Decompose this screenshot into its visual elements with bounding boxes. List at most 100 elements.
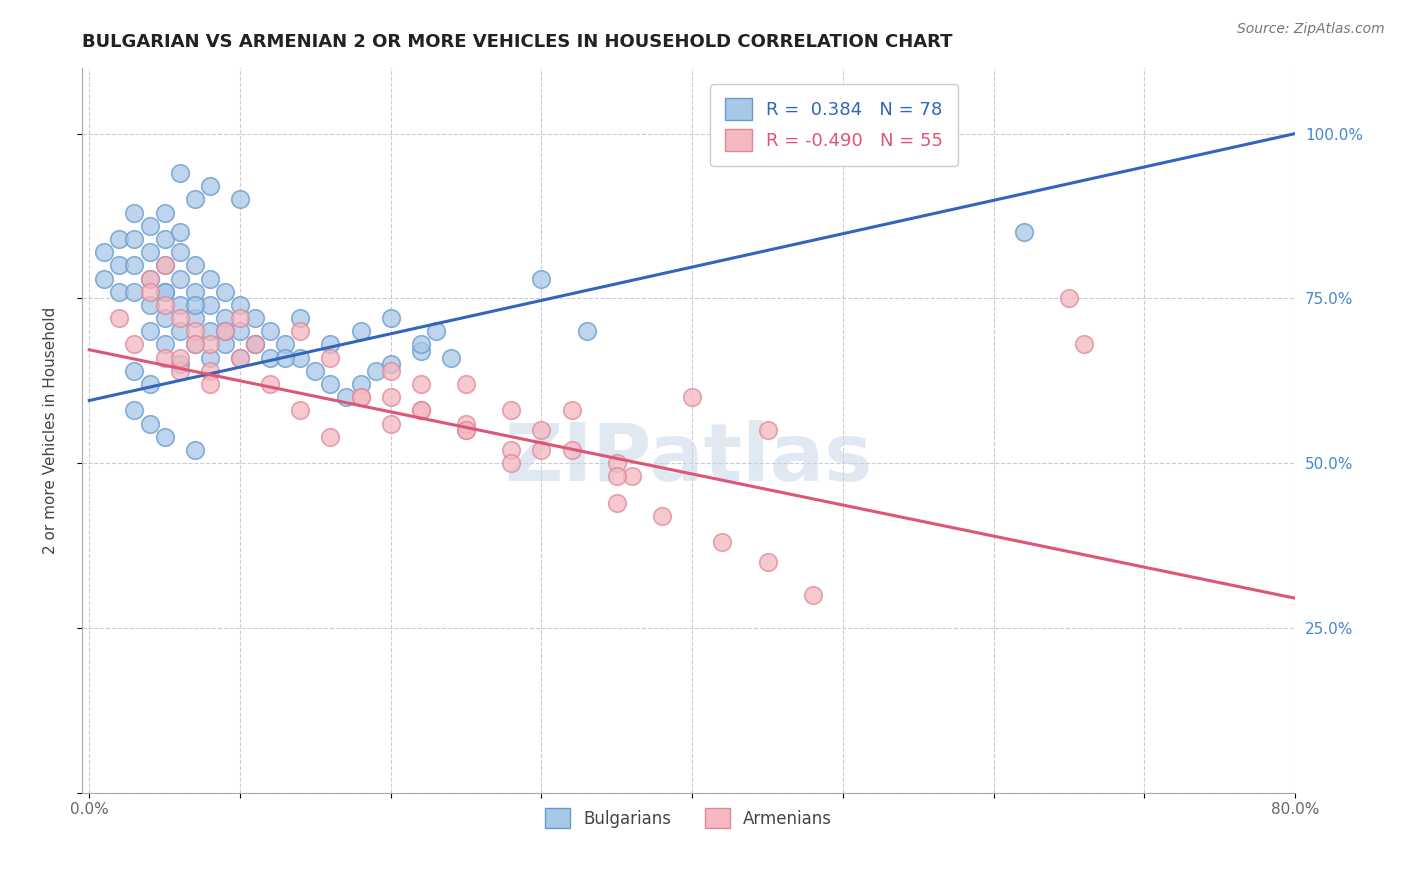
Point: [501, 456, 523, 470]
Point: [425, 324, 447, 338]
Point: [651, 508, 673, 523]
Point: [349, 377, 371, 392]
Point: [169, 311, 191, 326]
Point: [153, 285, 176, 299]
Point: [501, 442, 523, 457]
Point: [409, 377, 432, 392]
Point: [229, 193, 252, 207]
Point: [184, 324, 207, 338]
Point: [138, 285, 160, 299]
Text: Source: ZipAtlas.com: Source: ZipAtlas.com: [1237, 22, 1385, 37]
Point: [138, 417, 160, 431]
Point: [243, 337, 266, 351]
Point: [409, 337, 432, 351]
Point: [1073, 337, 1095, 351]
Point: [169, 298, 191, 312]
Point: [801, 588, 824, 602]
Point: [440, 351, 463, 365]
Point: [124, 205, 146, 219]
Point: [1012, 226, 1035, 240]
Point: [380, 311, 402, 326]
Point: [243, 337, 266, 351]
Point: [153, 351, 176, 365]
Point: [184, 337, 207, 351]
Text: ZIPatlas: ZIPatlas: [505, 420, 873, 498]
Point: [138, 377, 160, 392]
Point: [229, 351, 252, 365]
Point: [153, 232, 176, 246]
Point: [153, 311, 176, 326]
Point: [243, 337, 266, 351]
Point: [349, 324, 371, 338]
Point: [274, 351, 297, 365]
Point: [138, 271, 160, 285]
Point: [259, 351, 281, 365]
Point: [153, 259, 176, 273]
Point: [274, 337, 297, 351]
Text: BULGARIAN VS ARMENIAN 2 OR MORE VEHICLES IN HOUSEHOLD CORRELATION CHART: BULGARIAN VS ARMENIAN 2 OR MORE VEHICLES…: [82, 33, 952, 51]
Point: [138, 219, 160, 233]
Point: [184, 337, 207, 351]
Point: [184, 298, 207, 312]
Point: [606, 496, 628, 510]
Point: [380, 390, 402, 404]
Point: [364, 364, 387, 378]
Point: [108, 285, 131, 299]
Point: [575, 324, 598, 338]
Point: [1057, 291, 1080, 305]
Point: [290, 324, 312, 338]
Point: [198, 351, 221, 365]
Point: [229, 324, 252, 338]
Point: [290, 403, 312, 417]
Point: [169, 271, 191, 285]
Point: [214, 337, 236, 351]
Point: [198, 377, 221, 392]
Point: [380, 357, 402, 371]
Point: [169, 324, 191, 338]
Point: [259, 324, 281, 338]
Y-axis label: 2 or more Vehicles in Household: 2 or more Vehicles in Household: [44, 307, 58, 554]
Point: [456, 423, 478, 437]
Point: [620, 469, 643, 483]
Point: [198, 271, 221, 285]
Point: [243, 311, 266, 326]
Point: [124, 337, 146, 351]
Point: [153, 259, 176, 273]
Point: [124, 232, 146, 246]
Point: [184, 311, 207, 326]
Point: [214, 324, 236, 338]
Point: [184, 285, 207, 299]
Point: [169, 351, 191, 365]
Point: [456, 423, 478, 437]
Point: [198, 337, 221, 351]
Point: [409, 344, 432, 359]
Point: [138, 298, 160, 312]
Point: [319, 351, 342, 365]
Point: [530, 423, 553, 437]
Point: [153, 285, 176, 299]
Point: [124, 285, 146, 299]
Point: [169, 357, 191, 371]
Point: [108, 259, 131, 273]
Point: [169, 364, 191, 378]
Point: [153, 430, 176, 444]
Point: [380, 364, 402, 378]
Point: [198, 298, 221, 312]
Point: [681, 390, 703, 404]
Point: [124, 403, 146, 417]
Point: [124, 364, 146, 378]
Point: [93, 271, 115, 285]
Point: [108, 232, 131, 246]
Point: [349, 390, 371, 404]
Point: [456, 377, 478, 392]
Point: [409, 403, 432, 417]
Point: [93, 245, 115, 260]
Legend: Bulgarians, Armenians: Bulgarians, Armenians: [538, 801, 838, 835]
Point: [184, 193, 207, 207]
Point: [108, 311, 131, 326]
Point: [169, 226, 191, 240]
Point: [606, 469, 628, 483]
Point: [198, 324, 221, 338]
Point: [153, 337, 176, 351]
Point: [153, 205, 176, 219]
